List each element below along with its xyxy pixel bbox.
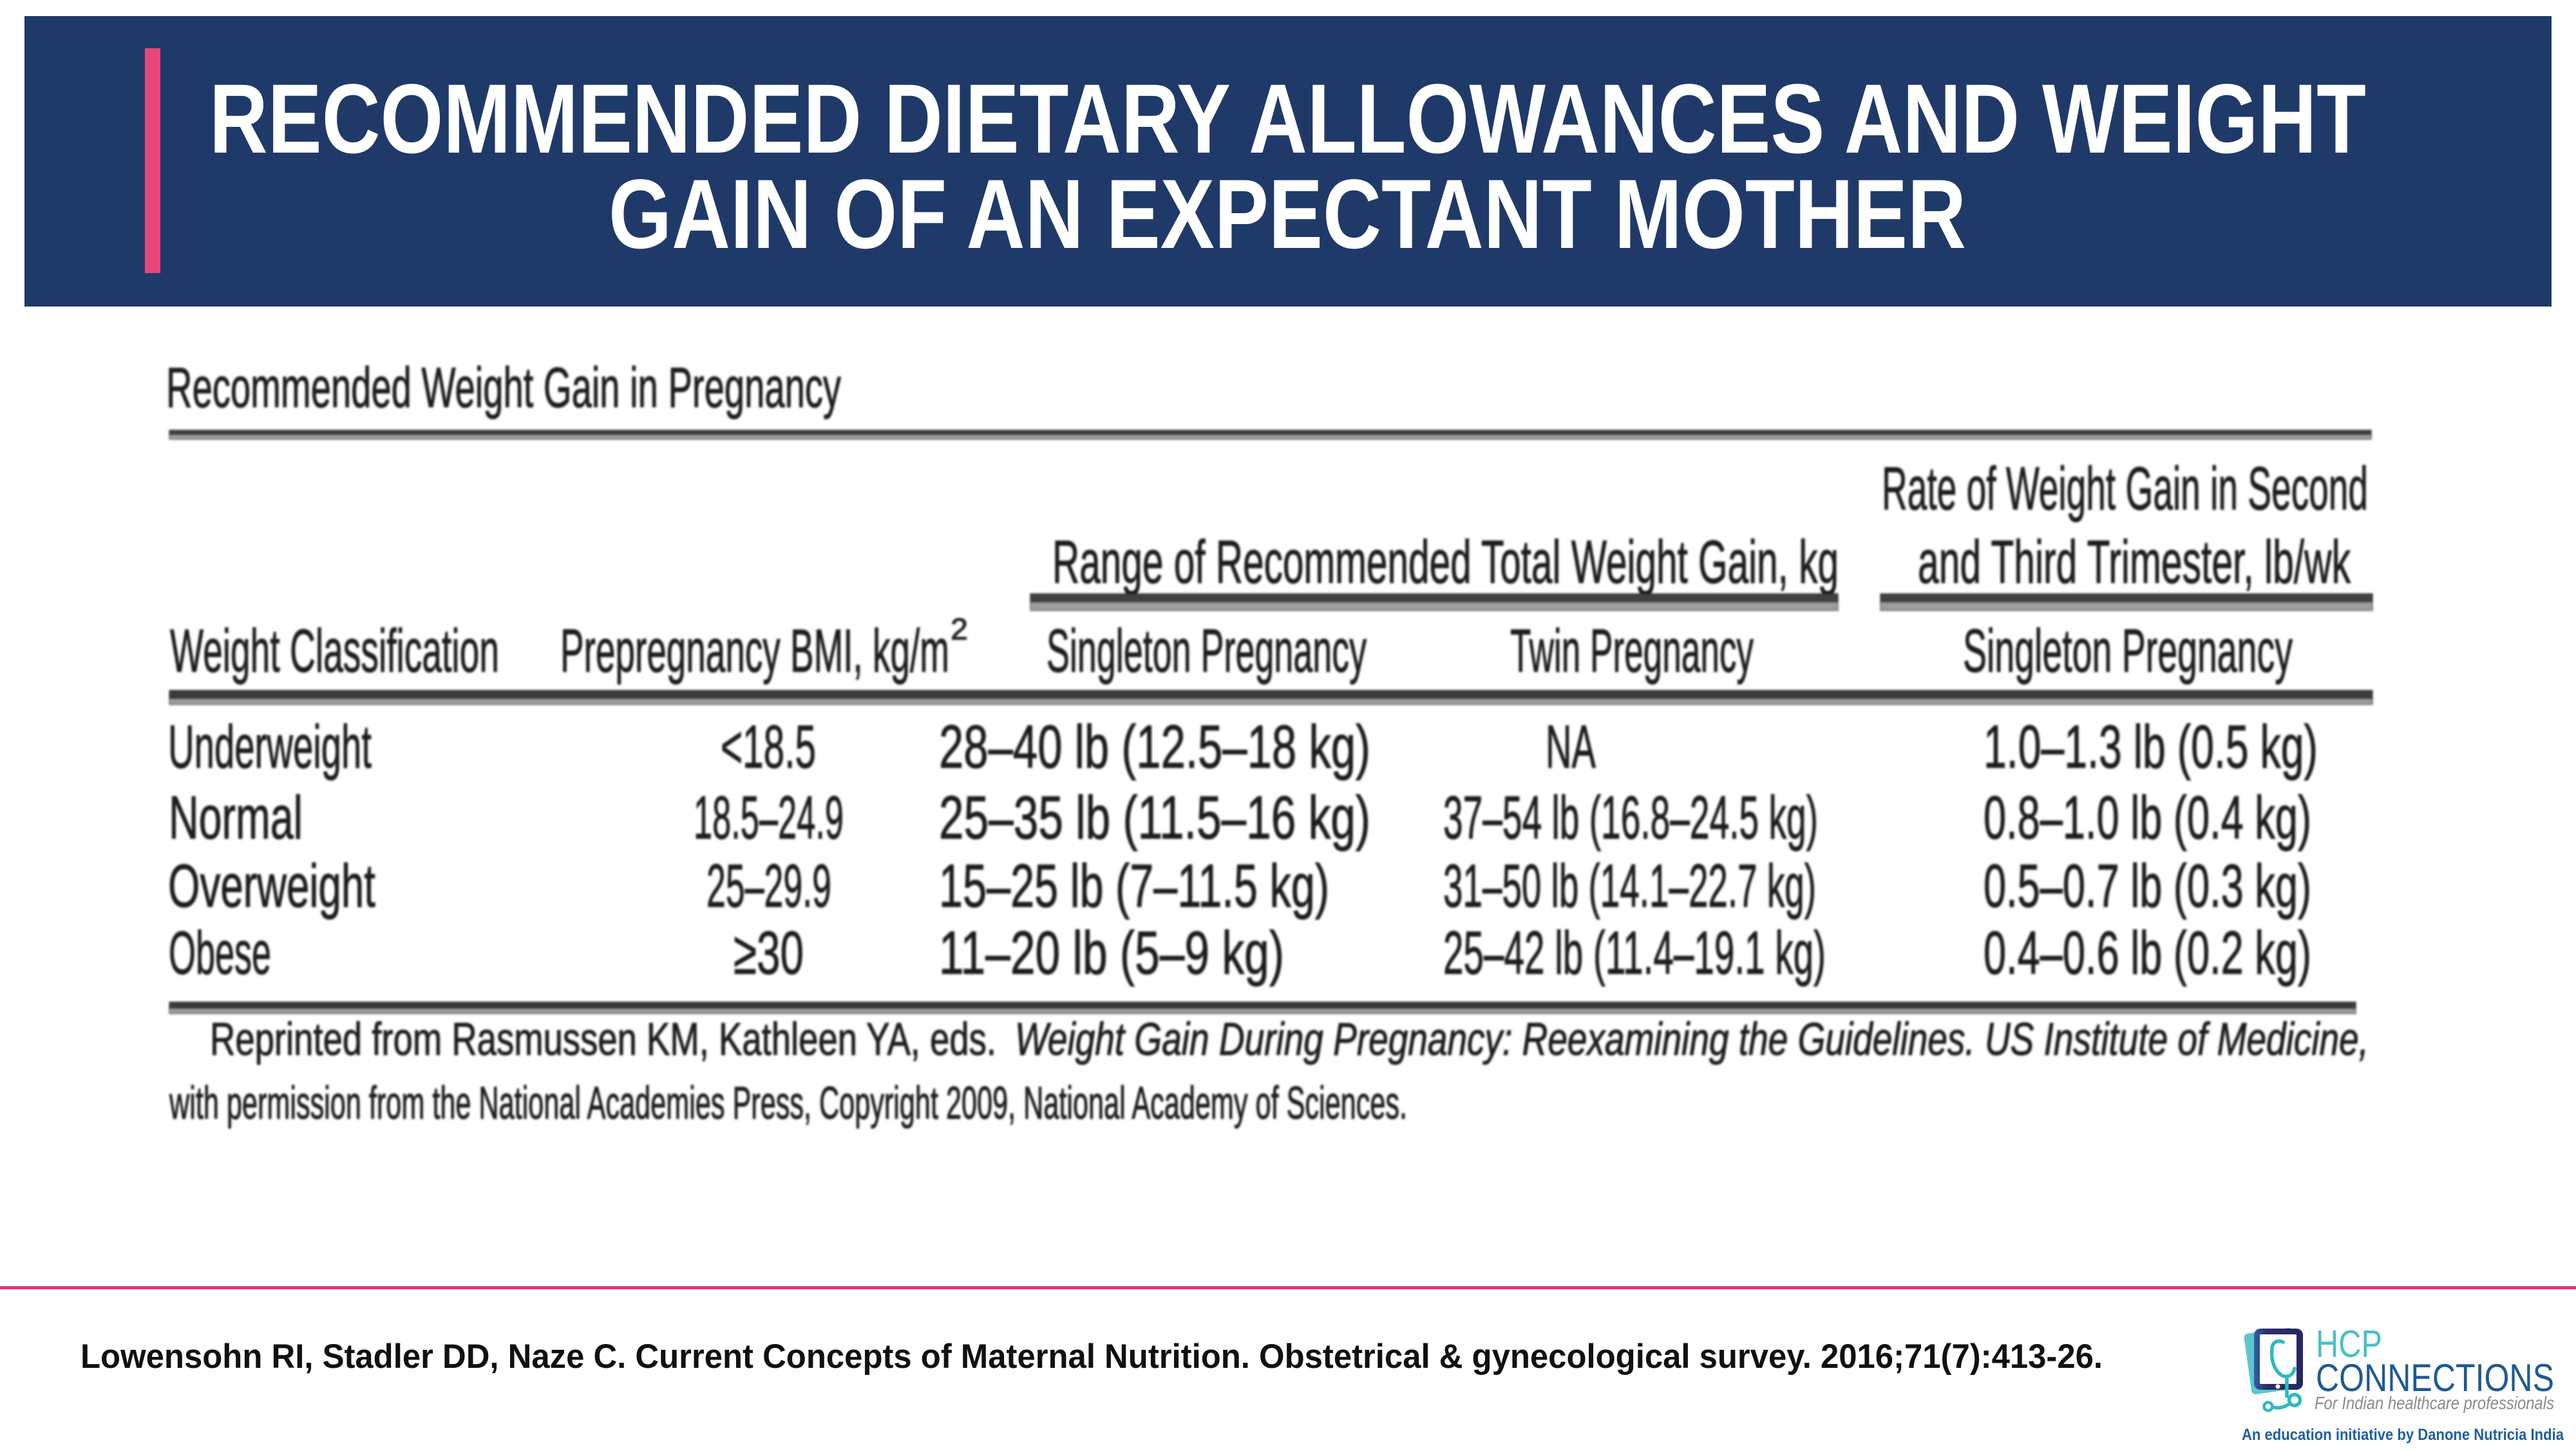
svg-text:Overweight: Overweight <box>168 852 375 920</box>
svg-text:<18.5: <18.5 <box>721 713 816 781</box>
svg-text:For Indian healthcare professi: For Indian healthcare professionals <box>2315 1393 2554 1413</box>
svg-text:CONNECTIONS: CONNECTIONS <box>2316 1356 2554 1399</box>
svg-text:Singleton Pregnancy: Singleton Pregnancy <box>1046 617 1367 685</box>
svg-text:Normal: Normal <box>169 784 303 852</box>
svg-text:Reprinted from Rasmussen KM, K: Reprinted from Rasmussen KM, Kathleen YA… <box>210 1014 996 1065</box>
svg-text:Range of Recommended Total Wei: Range of Recommended Total Weight Gain, … <box>1052 528 1839 596</box>
svg-text:0.4–0.6 lb (0.2 kg): 0.4–0.6 lb (0.2 kg) <box>1984 919 2311 987</box>
svg-text:Obese: Obese <box>169 919 271 987</box>
svg-text:0.5–0.7 lb (0.3 kg): 0.5–0.7 lb (0.3 kg) <box>1984 852 2311 920</box>
svg-text:Lowensohn RI, Stadler DD, Naze: Lowensohn RI, Stadler DD, Naze C. Curren… <box>80 1338 2103 1376</box>
svg-text:2: 2 <box>951 612 968 646</box>
svg-text:37–54 lb (16.8–24.5 kg): 37–54 lb (16.8–24.5 kg) <box>1443 784 1818 852</box>
svg-text:with permission from the Natio: with permission from the National Academ… <box>169 1078 1407 1129</box>
svg-text:Rate of Weight Gain in Second: Rate of Weight Gain in Second <box>1882 455 2368 523</box>
svg-text:0.8–1.0 lb (0.4 kg): 0.8–1.0 lb (0.4 kg) <box>1984 784 2311 852</box>
svg-text:An education initiative by Dan: An education initiative by Danone Nutric… <box>2242 1426 2564 1444</box>
svg-text:and Third Trimester, lb/wk: and Third Trimester, lb/wk <box>1918 528 2351 596</box>
svg-text:25–42 lb (11.4–19.1 kg): 25–42 lb (11.4–19.1 kg) <box>1443 919 1826 987</box>
svg-text:NA: NA <box>1546 713 1596 781</box>
svg-text:15–25 lb (7–11.5 kg): 15–25 lb (7–11.5 kg) <box>939 852 1329 920</box>
svg-text:HCP: HCP <box>2316 1323 2382 1365</box>
svg-text:Prepregnancy BMI, kg/m: Prepregnancy BMI, kg/m <box>560 617 949 685</box>
svg-text:11–20 lb (5–9 kg): 11–20 lb (5–9 kg) <box>939 919 1284 987</box>
svg-text:Weight Classification: Weight Classification <box>170 617 499 685</box>
svg-text:31–50 lb (14.1–22.7 kg): 31–50 lb (14.1–22.7 kg) <box>1443 852 1816 920</box>
svg-text:≥30: ≥30 <box>734 919 804 987</box>
svg-text:Underweight: Underweight <box>168 713 372 781</box>
svg-text:25–35 lb (11.5–16 kg): 25–35 lb (11.5–16 kg) <box>939 784 1370 852</box>
svg-text:Recommended Weight Gain in Pre: Recommended Weight Gain in Pregnancy <box>166 355 841 419</box>
svg-text:RECOMMENDED DIETARY ALLOWANCES: RECOMMENDED DIETARY ALLOWANCES AND WEIGH… <box>209 64 2366 174</box>
svg-text:GAIN OF AN EXPECTANT MOTHER: GAIN OF AN EXPECTANT MOTHER <box>609 159 1966 269</box>
svg-text:18.5–24.9: 18.5–24.9 <box>694 784 844 852</box>
svg-text:25–29.9: 25–29.9 <box>706 852 831 920</box>
svg-text:Weight Gain During Pregnancy:: Weight Gain During Pregnancy: Reexaminin… <box>1015 1014 2369 1065</box>
svg-text:1.0–1.3 lb (0.5 kg): 1.0–1.3 lb (0.5 kg) <box>1984 713 2318 781</box>
svg-text:28–40 lb (12.5–18 kg): 28–40 lb (12.5–18 kg) <box>939 713 1370 781</box>
svg-text:Singleton Pregnancy: Singleton Pregnancy <box>1963 617 2293 685</box>
svg-text:Twin Pregnancy: Twin Pregnancy <box>1510 617 1754 685</box>
